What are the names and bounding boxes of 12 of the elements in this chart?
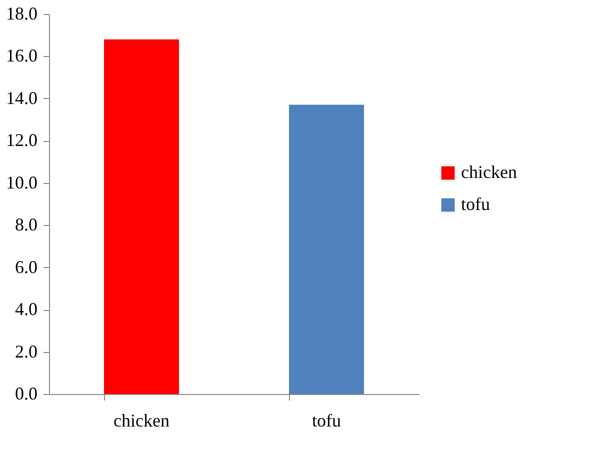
legend-label: chicken xyxy=(461,162,517,182)
y-tick-label: 0.0 xyxy=(15,384,38,404)
y-tick-label: 10.0 xyxy=(6,172,38,192)
y-tick-label: 16.0 xyxy=(6,46,38,66)
y-tick-label: 12.0 xyxy=(6,130,38,150)
legend-label: tofu xyxy=(461,194,490,214)
y-tick-label: 8.0 xyxy=(15,214,38,235)
y-tick-label: 2.0 xyxy=(15,341,38,362)
y-tick-label: 18.0 xyxy=(6,4,38,24)
y-tick-label: 6.0 xyxy=(15,256,38,277)
y-tick-label: 4.0 xyxy=(15,299,38,320)
y-tick-label: 14.0 xyxy=(6,88,38,108)
